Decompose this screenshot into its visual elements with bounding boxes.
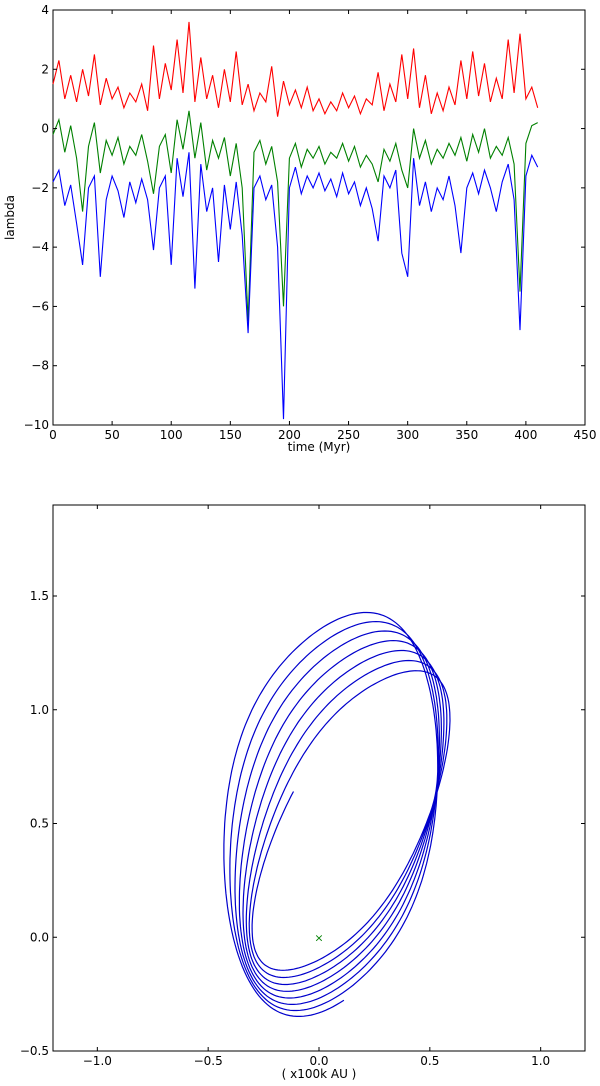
top-y-tick-label: −6 <box>31 299 49 313</box>
top-y-tick-label: 2 <box>41 62 49 76</box>
top-series-line-0 <box>52 21 539 117</box>
bottom-x-tick-label: 0.0 <box>309 1054 328 1068</box>
top-x-axis-label: time (Myr) <box>288 440 351 454</box>
top-y-axis-label: lambda <box>3 195 17 240</box>
top-y-tick-label: 4 <box>41 3 49 17</box>
bottom-y-tick-label: 1.5 <box>30 589 49 603</box>
bottom-x-axis-label: ( x100k AU ) <box>282 1067 357 1081</box>
bottom-x-ticks: −1.0 −0.5 0.0 0.5 1.0 <box>83 505 550 1068</box>
top-y-tick-label: −10 <box>24 418 49 432</box>
bottom-y-tick-label: 0.5 <box>30 817 49 831</box>
top-y-tick-label: −8 <box>31 359 49 373</box>
top-y-tick-label: 0 <box>41 122 49 136</box>
top-x-tick-label: 300 <box>396 428 419 442</box>
top-x-tick-label: 350 <box>455 428 478 442</box>
orbit-chart: × −1.0 −0.5 0.0 0.5 1.0 −0.5 0.0 0.5 1.0 1.5 ( x… <box>20 504 586 1081</box>
top-series-line-1 <box>52 110 538 322</box>
top-x-ticks: 0 50 100 150 200 250 300 350 400 450 <box>49 10 596 442</box>
top-y-ticks: 4 2 0 −2 −4 −6 −8 −10 <box>24 3 585 432</box>
lambda-time-chart: 0 50 100 150 200 250 300 350 400 450 4 2 0 −2 −4 −6 −8 −… <box>3 3 596 454</box>
origin-marker: × <box>314 931 323 944</box>
bottom-x-tick-label: 1.0 <box>531 1054 550 1068</box>
top-y-tick-label: −2 <box>31 181 49 195</box>
bottom-y-tick-label: 1.0 <box>30 703 49 717</box>
bottom-y-tick-label: −0.5 <box>20 1044 49 1058</box>
bottom-y-ticks: −0.5 0.0 0.5 1.0 1.5 <box>20 589 585 1058</box>
bottom-x-tick-label: −0.5 <box>194 1054 223 1068</box>
top-x-tick-label: 200 <box>278 428 301 442</box>
bottom-y-tick-label: 0.0 <box>30 930 49 944</box>
top-plot-frame <box>52 9 586 426</box>
bottom-plot-frame <box>52 504 586 1052</box>
top-series-group <box>52 21 539 420</box>
top-x-tick-label: 50 <box>104 428 119 442</box>
top-x-tick-label: 400 <box>514 428 537 442</box>
top-x-tick-label: 250 <box>337 428 360 442</box>
top-x-tick-label: 0 <box>49 428 57 442</box>
bottom-x-tick-label: −1.0 <box>83 1054 112 1068</box>
top-series-line-2 <box>52 152 539 420</box>
top-x-tick-label: 100 <box>160 428 183 442</box>
top-x-tick-label: 150 <box>219 428 242 442</box>
top-y-tick-label: −4 <box>31 240 49 254</box>
orbit-trajectory-line <box>223 611 451 1017</box>
bottom-x-tick-label: 0.5 <box>420 1054 439 1068</box>
top-x-tick-label: 450 <box>574 428 597 442</box>
